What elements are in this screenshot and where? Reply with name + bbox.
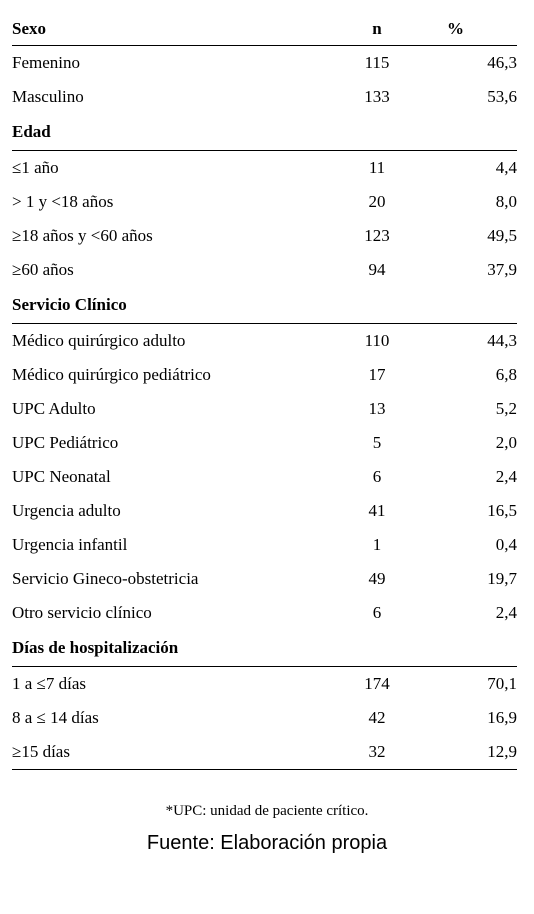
table-cell: 2,4 <box>495 467 517 486</box>
table-row: ≤1 año 11 4,4 <box>12 151 517 185</box>
table-cell: 37,9 <box>487 260 517 279</box>
table-cell: 11 <box>368 158 386 177</box>
table-cell: 133 <box>364 87 390 106</box>
table-row: ≥15 días 32 12,9 <box>12 735 517 770</box>
table-cell: 17 <box>368 365 386 384</box>
table-cell: UPC Pediátrico <box>12 433 119 452</box>
table-row: ≥18 años y <60 años 123 49,5 <box>12 219 517 253</box>
table-row: Médico quirúrgico adulto 110 44,3 <box>12 324 517 358</box>
table-cell: ≥15 días <box>12 742 70 761</box>
table-cell: 123 <box>364 226 390 245</box>
header-cell: n <box>372 19 382 38</box>
table-cell: 6 <box>372 467 382 486</box>
table-cell: 20 <box>368 192 386 211</box>
table-row: UPC Neonatal 6 2,4 <box>12 460 517 494</box>
table-row: ≥60 años 94 37,9 <box>12 253 517 287</box>
table-cell: 2,4 <box>495 603 517 622</box>
header-cell: Sexo <box>12 19 46 38</box>
section-row: Días de hospitalización <box>12 630 517 667</box>
table-cell: 4,4 <box>495 158 517 177</box>
table-cell: 12,9 <box>487 742 517 761</box>
table-cell: 49 <box>368 569 386 588</box>
table-cell: 2,0 <box>495 433 517 452</box>
table-cell: UPC Neonatal <box>12 467 111 486</box>
table-cell: 115 <box>364 53 390 72</box>
section-row: Edad <box>12 114 517 151</box>
table-row: UPC Adulto 13 5,2 <box>12 392 517 426</box>
table-row: 1 a ≤7 días 174 70,1 <box>12 667 517 701</box>
table-cell: 0,4 <box>495 535 517 554</box>
section-title: Días de hospitalización <box>12 638 179 657</box>
table-row: Urgencia adulto 41 16,5 <box>12 494 517 528</box>
table-cell: 8,0 <box>495 192 517 211</box>
table-cell: 174 <box>364 674 390 693</box>
table-row: 8 a ≤ 14 días 42 16,9 <box>12 701 517 735</box>
table-row: Masculino 133 53,6 <box>12 80 517 114</box>
table-row: > 1 y <18 años 20 8,0 <box>12 185 517 219</box>
table-row: Femenino 115 46,3 <box>12 46 517 80</box>
table-row: Urgencia infantil 1 0,4 <box>12 528 517 562</box>
table-cell: 8 a ≤ 14 días <box>12 708 99 727</box>
table-cell: 1 a ≤7 días <box>12 674 87 693</box>
table-cell: Urgencia adulto <box>12 501 121 520</box>
table: Sexo n% Femenino 115 46,3 Masculino 133 53,6 Eda… <box>12 13 517 770</box>
table-cell: 32 <box>368 742 386 761</box>
table-cell: 16,5 <box>487 501 517 520</box>
table-cell: 13 <box>368 399 386 418</box>
table-row: Servicio Gineco-obstetricia 49 19,7 <box>12 562 517 596</box>
table-cell: Servicio Gineco-obstetricia <box>12 569 199 588</box>
table-cell: Médico quirúrgico pediátrico <box>12 365 211 384</box>
table-cell: 70,1 <box>487 674 517 693</box>
section-title: Servicio Clínico <box>12 295 127 314</box>
table-row: UPC Pediátrico 5 2,0 <box>12 426 517 460</box>
table-cell: 53,6 <box>487 87 517 106</box>
table-cell: 44,3 <box>487 331 517 350</box>
table-cell: 1 <box>372 535 382 554</box>
table-cell: Femenino <box>12 53 80 72</box>
table-cell: Médico quirúrgico adulto <box>12 331 186 350</box>
table-cell: > 1 y <18 años <box>12 192 114 211</box>
table-row: Médico quirúrgico pediátrico 17 6,8 <box>12 358 517 392</box>
section-title: Edad <box>12 122 51 141</box>
table-cell: UPC Adulto <box>12 399 96 418</box>
header-row: Sexo n% <box>12 13 517 46</box>
table-cell: 5 <box>372 433 382 452</box>
table-cell: 16,9 <box>487 708 517 727</box>
header-cell: % <box>447 19 464 38</box>
table-cell: 110 <box>364 331 390 350</box>
table-cell: ≥18 años y <60 años <box>12 226 153 245</box>
table-cell: 42 <box>368 708 386 727</box>
table-cell: 19,7 <box>487 569 517 588</box>
table-row: Otro servicio clínico 6 2,4 <box>12 596 517 630</box>
source: Fuente: Elaboración propia <box>146 832 388 854</box>
table-cell: ≥60 años <box>12 260 74 279</box>
footnote: *UPC: unidad de paciente crítico. <box>165 803 369 819</box>
table-cell: 46,3 <box>487 53 517 72</box>
table-cell: Masculino <box>12 87 84 106</box>
table-cell: 6,8 <box>495 365 517 384</box>
table-cell: Urgencia infantil <box>12 535 128 554</box>
table-cell: 49,5 <box>487 226 517 245</box>
table-cell: 41 <box>368 501 386 520</box>
table-cell: 6 <box>372 603 382 622</box>
table-cell: 94 <box>368 260 386 279</box>
section-row: Servicio Clínico <box>12 287 517 324</box>
table-cell: 5,2 <box>495 399 517 418</box>
table-cell: Otro servicio clínico <box>12 603 152 622</box>
table-cell: ≤1 año <box>12 158 59 177</box>
